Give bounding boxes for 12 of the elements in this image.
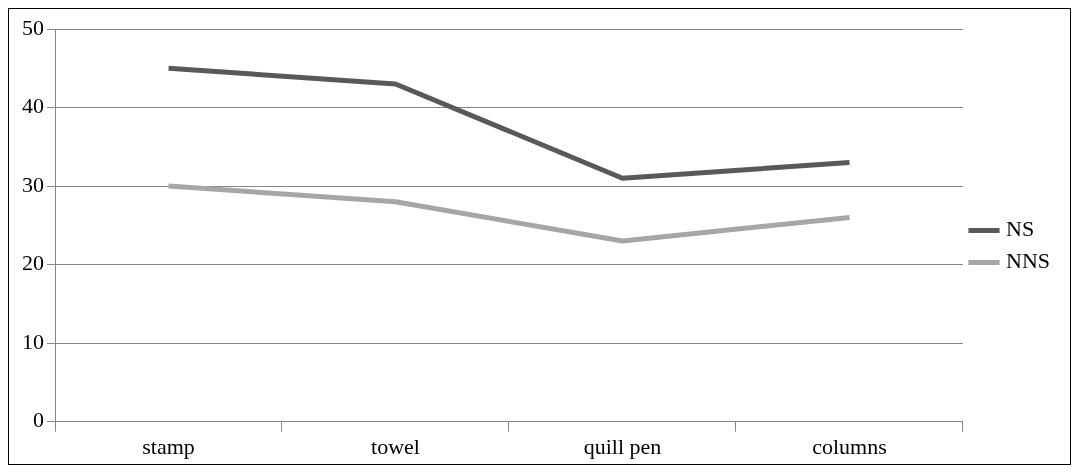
y-tick-label: 10 [22, 328, 44, 354]
x-tick-label: stamp [142, 433, 195, 459]
legend-label: NNS [1005, 248, 1050, 274]
legend-label: NS [1005, 216, 1035, 242]
x-tick-label: columns [812, 433, 887, 459]
y-tick-label: 0 [33, 407, 44, 433]
x-tick-label: quill pen [583, 433, 662, 459]
y-tick-label: 30 [22, 171, 44, 197]
y-tick-label: 40 [22, 93, 44, 119]
y-tick-label: 50 [22, 14, 44, 40]
y-tick-label: 20 [22, 250, 44, 276]
x-tick-label: towel [371, 433, 420, 459]
